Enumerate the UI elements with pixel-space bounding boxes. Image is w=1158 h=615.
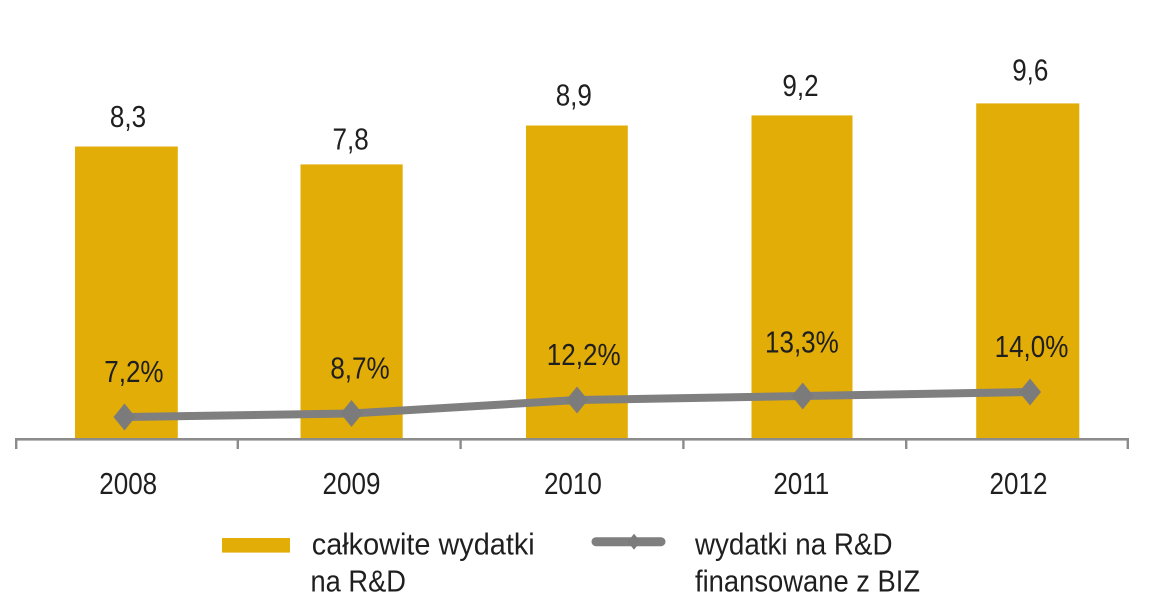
svg-text:2012: 2012 (990, 467, 1048, 502)
svg-text:8,7%: 8,7% (330, 351, 389, 386)
svg-text:2011: 2011 (773, 467, 829, 502)
svg-text:finansowane z BIZ: finansowane z BIZ (695, 565, 920, 599)
svg-text:8,9: 8,9 (556, 78, 592, 113)
svg-text:wydatki na R&D: wydatki na R&D (694, 527, 892, 562)
svg-text:2008: 2008 (99, 467, 157, 502)
svg-text:2010: 2010 (544, 467, 602, 502)
svg-text:7,2%: 7,2% (104, 355, 163, 390)
svg-text:8,3: 8,3 (110, 100, 146, 135)
svg-text:9,6: 9,6 (1012, 54, 1048, 89)
svg-text:13,3%: 13,3% (765, 325, 839, 360)
svg-text:2009: 2009 (323, 467, 381, 502)
svg-text:9,2: 9,2 (782, 69, 818, 104)
svg-text:7,8: 7,8 (333, 122, 369, 157)
svg-text:14,0%: 14,0% (995, 330, 1069, 365)
svg-text:całkowite wydatki: całkowite wydatki (312, 527, 535, 561)
svg-text:na R&D: na R&D (311, 565, 406, 599)
svg-text:12,2%: 12,2% (547, 338, 621, 373)
